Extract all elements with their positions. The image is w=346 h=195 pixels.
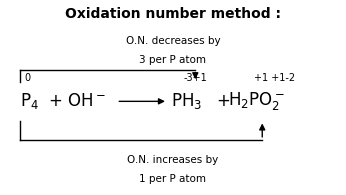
Text: +1 +1-2: +1 +1-2 xyxy=(254,73,295,83)
Text: -3+1: -3+1 xyxy=(183,73,207,83)
Text: PH$_3$: PH$_3$ xyxy=(171,91,202,111)
Text: Oxidation number method :: Oxidation number method : xyxy=(65,7,281,21)
Text: + OH$^-$: + OH$^-$ xyxy=(48,92,106,110)
Text: 3 per P atom: 3 per P atom xyxy=(139,55,207,65)
Text: H$_2$PO$_2^-$: H$_2$PO$_2^-$ xyxy=(228,90,284,112)
Text: P$_4$: P$_4$ xyxy=(20,91,39,111)
Text: O.N. increases by: O.N. increases by xyxy=(127,155,219,165)
Text: 1 per P atom: 1 per P atom xyxy=(139,174,207,184)
Text: +: + xyxy=(216,92,230,110)
Text: 0: 0 xyxy=(24,73,30,83)
Text: O.N. decreases by: O.N. decreases by xyxy=(126,36,220,46)
